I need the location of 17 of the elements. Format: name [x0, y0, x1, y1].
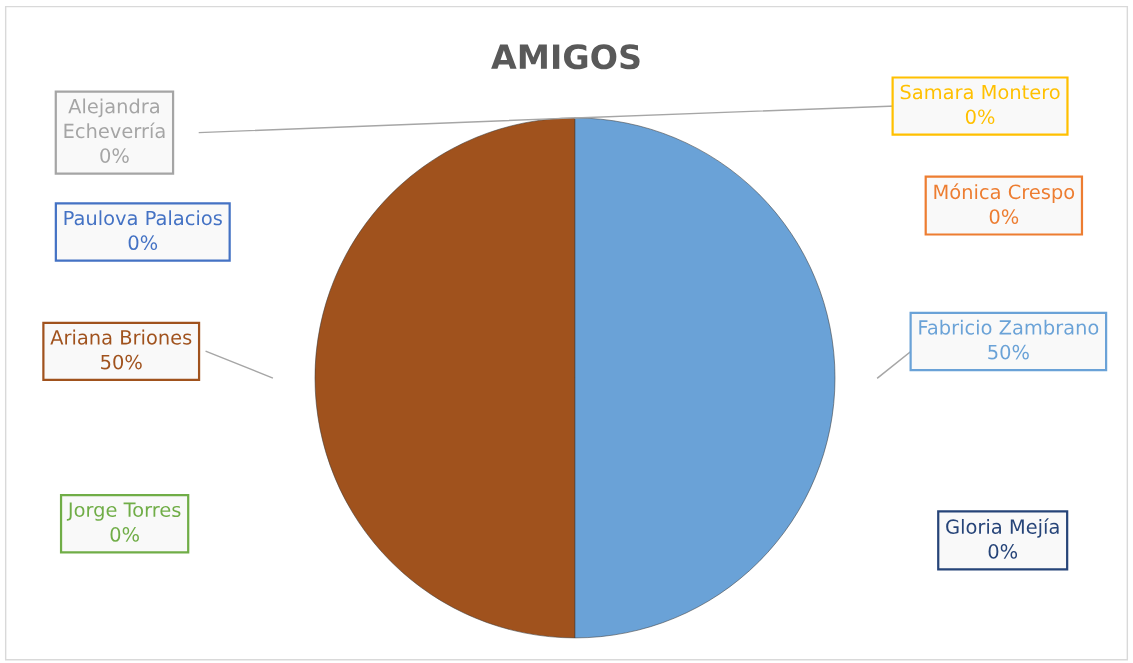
- text: 0%: [989, 209, 1019, 224]
- data-label: 50%: [101, 354, 142, 370]
- text: 0%: [110, 527, 139, 542]
- category-label: Gloria Mejía: [946, 518, 1059, 538]
- slice-label: Ariana Briones: [50, 329, 192, 345]
- category-label: Alejandra Echeverría: [64, 98, 165, 139]
- text: 0%: [988, 544, 1018, 559]
- category-label: Jorge Torres: [66, 502, 181, 521]
- text: 0%: [128, 235, 158, 251]
- category-label: Mónica Crespo: [934, 183, 1075, 203]
- text: 0%: [965, 109, 995, 125]
- chart-title: AMIGOS: [491, 44, 640, 70]
- text: 0%: [100, 148, 129, 163]
- category-label: Paulova Palacios: [64, 210, 222, 226]
- slice-label: Fabricio Zambrano: [919, 319, 1099, 335]
- data-label: 50%: [988, 344, 1029, 360]
- category-label: Samara Montero: [900, 84, 1060, 100]
